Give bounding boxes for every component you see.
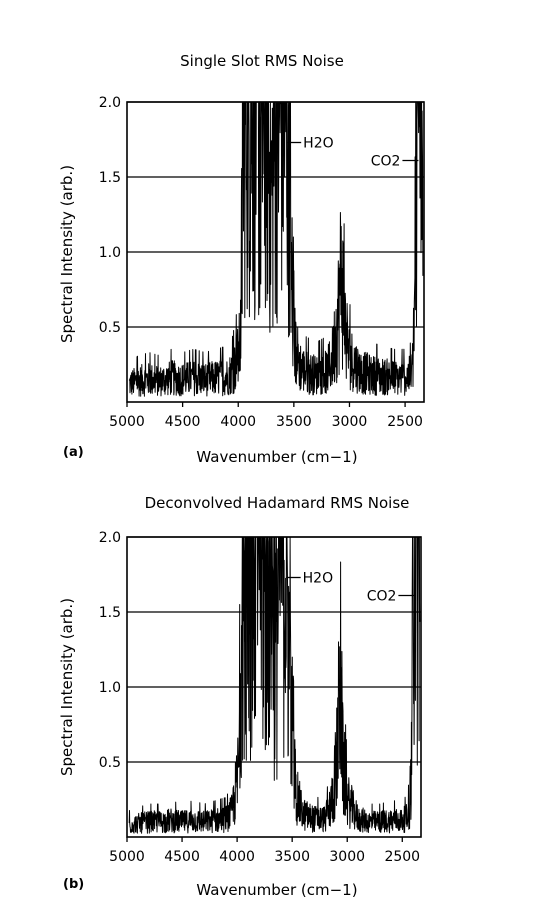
x-axis-label: Wavenumber (cm−1): [196, 448, 357, 466]
annotation-co2: CO2: [371, 154, 401, 170]
panel-label: (b): [63, 877, 84, 892]
panel-a: Single Slot RMS Noise 0.5 1.0 1.5 2.0 5000 450…: [58, 52, 424, 466]
y-tick-label: 1.5: [99, 170, 121, 186]
y-tick-label: 0.5: [99, 755, 121, 771]
x-tick-label: 4000: [219, 849, 255, 865]
chart-title: Deconvolved Hadamard RMS Noise: [145, 494, 410, 512]
annotation-h2o: H2O: [303, 571, 333, 587]
panel-b: Deconvolved Hadamard RMS Noise 0.5 1.0 1.5 2…: [58, 494, 421, 899]
x-tick-label: 3500: [276, 414, 312, 430]
panel-label: (a): [63, 445, 84, 460]
y-tick-label: 2.0: [99, 95, 121, 111]
annotation-co2: CO2: [367, 589, 397, 605]
spectrum-line: [129, 102, 423, 396]
y-tick-label: 1.0: [99, 245, 121, 261]
y-tick-label: 2.0: [99, 530, 121, 546]
x-tick-label: 4000: [220, 414, 256, 430]
x-tick-label: 4500: [164, 849, 200, 865]
chart-title: Single Slot RMS Noise: [180, 52, 344, 70]
x-tick-label: 3000: [329, 849, 365, 865]
x-axis-label: Wavenumber (cm−1): [196, 881, 357, 899]
y-tick-label: 0.5: [99, 320, 121, 336]
x-tick-label: 5000: [109, 849, 145, 865]
spectrum-line: [129, 537, 420, 833]
x-tick-label: 3000: [332, 414, 368, 430]
y-axis-label: Spectral Intensity (arb.): [58, 165, 76, 343]
y-axis-label: Spectral Intensity (arb.): [58, 598, 76, 776]
x-tick-label: 2500: [384, 849, 420, 865]
x-tick-label: 4500: [165, 414, 201, 430]
x-tick-label: 2500: [387, 414, 423, 430]
annotation-h2o: H2O: [303, 136, 333, 152]
y-tick-label: 1.0: [99, 680, 121, 696]
y-tick-label: 1.5: [99, 605, 121, 621]
x-tick-label: 3500: [274, 849, 310, 865]
x-tick-label: 5000: [109, 414, 145, 430]
